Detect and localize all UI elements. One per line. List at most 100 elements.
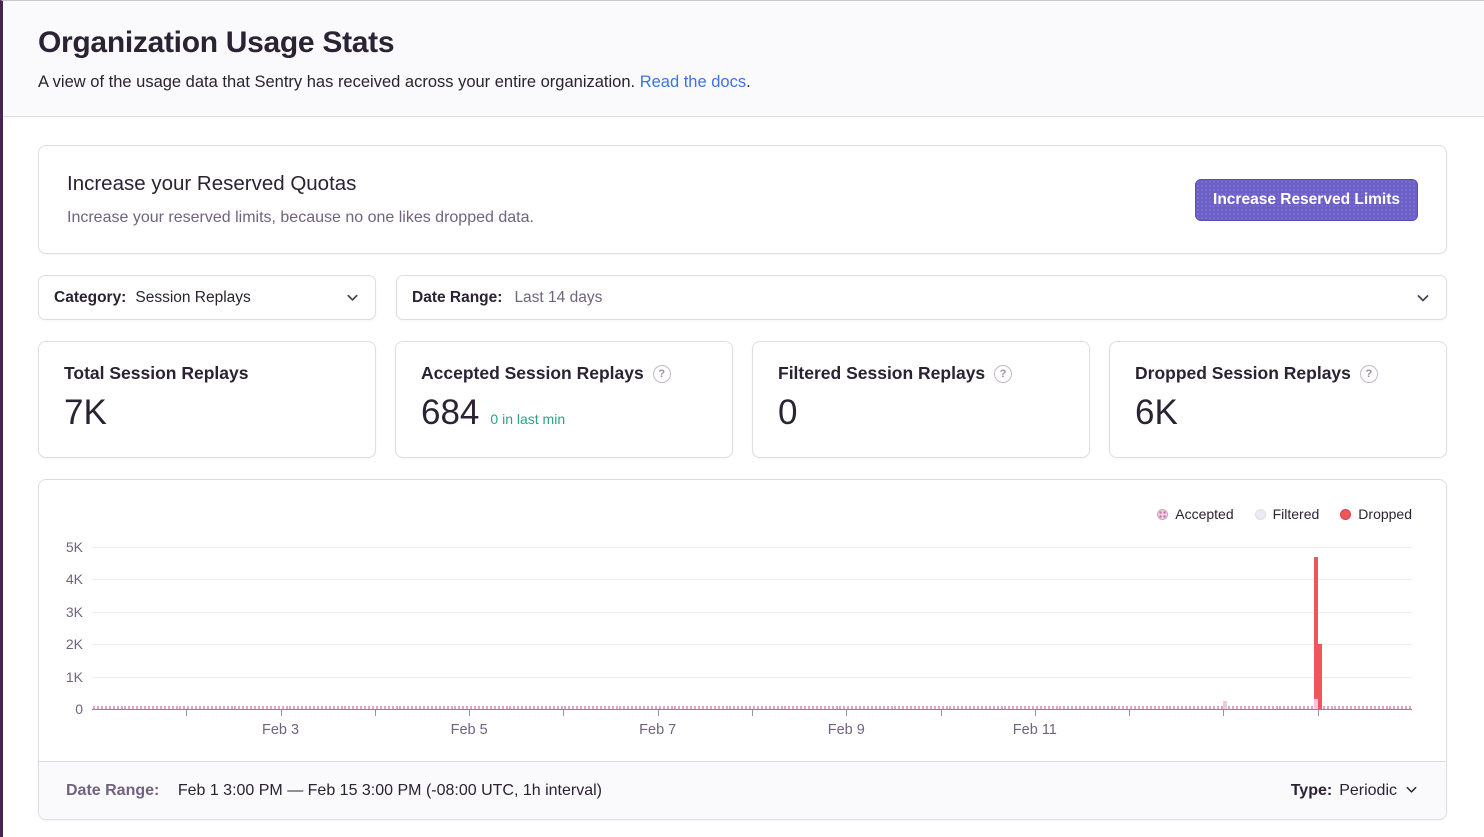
accepted-bar [387, 706, 390, 709]
accepted-bar [93, 706, 95, 709]
type-select-label: Type: [1290, 781, 1333, 799]
accepted-bar [745, 706, 748, 709]
accepted-bar [505, 706, 508, 709]
dropped-bar[interactable] [1317, 644, 1322, 709]
accepted-bar [238, 706, 241, 709]
date-range-select[interactable]: Date Range: Last 14 days [396, 275, 1447, 320]
usage-chart[interactable]: Accepted Filtered Dropped 0 1K 2K 3K 4K 5K Feb… [39, 480, 1446, 761]
legend-item-filtered[interactable]: Filtered [1254, 506, 1320, 522]
x-axis-tick [1317, 710, 1319, 716]
accepted-bar [163, 706, 166, 709]
accepted-bar [159, 706, 162, 709]
accepted-bar [965, 706, 968, 709]
accepted-bar [1149, 706, 1152, 709]
accepted-bar [1141, 706, 1144, 709]
accepted-bar [1303, 706, 1305, 709]
legend-item-accepted[interactable]: Accepted [1157, 506, 1234, 522]
x-axis-tick [1129, 710, 1131, 716]
accepted-bar [670, 706, 673, 709]
accepted-bar [328, 706, 331, 709]
accepted-bar [984, 706, 987, 709]
accepted-bar [1016, 706, 1019, 709]
accepted-bar [1385, 706, 1388, 709]
accepted-bar [226, 706, 229, 709]
subtitle-text: A view of the usage data that Sentry has… [38, 73, 640, 91]
accepted-bar [1047, 706, 1050, 709]
chevron-down-icon [1415, 290, 1431, 306]
category-select[interactable]: Category: Session Replays [38, 275, 376, 320]
chevron-down-icon [1404, 779, 1419, 802]
accepted-bar [140, 706, 143, 709]
accepted-bar [230, 706, 233, 709]
accepted-bar [1059, 706, 1062, 709]
accepted-bar[interactable] [1223, 700, 1228, 709]
legend-label: Accepted [1175, 506, 1234, 522]
accepted-bar [265, 706, 268, 709]
accepted-bar [788, 706, 791, 709]
page-title: Organization Usage Stats [38, 26, 395, 59]
accepted-bar [548, 706, 551, 709]
x-axis-tick [1223, 710, 1225, 716]
accepted-bar [297, 706, 300, 709]
gridline [92, 611, 1412, 613]
help-icon[interactable]: ? [994, 364, 1013, 383]
accepted-bar [108, 706, 111, 709]
accepted-bar [454, 706, 457, 709]
accepted-bar [654, 706, 657, 709]
increase-reserved-limits-button[interactable]: Increase Reserved Limits [1195, 178, 1418, 221]
accepted-bar [544, 706, 547, 709]
accepted-bar [658, 706, 661, 709]
accepted-bar [1310, 706, 1313, 709]
accepted-bar [937, 706, 940, 709]
accepted-bar [462, 706, 465, 709]
accepted-bar [403, 706, 406, 709]
footer-date-range-label: Date Range: [66, 781, 160, 799]
accepted-bar [1000, 706, 1003, 709]
accepted-bar [623, 706, 626, 709]
read-the-docs-link[interactable]: Read the docs [639, 73, 747, 91]
accepted-bar [1173, 706, 1176, 709]
accepted-bar [438, 706, 441, 709]
help-icon[interactable]: ? [1359, 364, 1378, 383]
accepted-bar [863, 706, 865, 709]
accepted-bar [1165, 706, 1168, 709]
stat-card-value: 6K [1135, 393, 1178, 432]
accepted-bar [214, 706, 217, 709]
accepted-bar [485, 706, 488, 709]
accepted-bar [753, 706, 755, 709]
accepted-bar [969, 706, 972, 709]
accepted-bar [478, 706, 480, 709]
help-icon[interactable]: ? [652, 364, 671, 383]
accepted-bar [713, 706, 716, 709]
footer-date-range-value: Feb 1 3:00 PM — Feb 15 3:00 PM (-08:00 U… [177, 781, 602, 799]
accepted-bar [371, 706, 374, 709]
accepted-bar [1118, 706, 1121, 709]
accepted-bar [222, 706, 225, 709]
main-content: Increase your Reserved Quotas Increase y… [3, 117, 1484, 820]
stat-card-total: Total Session Replays 7K [38, 341, 376, 458]
accepted-bar [132, 706, 135, 709]
accepted-bar [1098, 706, 1101, 709]
accepted-bar [615, 706, 618, 709]
accepted-bar [144, 706, 147, 709]
dropped-bar[interactable] [1313, 556, 1318, 700]
accepted-bar [910, 706, 913, 709]
accepted-bar [1208, 706, 1211, 709]
accepted-bar [847, 706, 850, 709]
accepted-bar[interactable] [1313, 699, 1318, 709]
accepted-bar [199, 706, 202, 709]
accepted-bar [242, 706, 245, 709]
accepted-bar [293, 706, 296, 709]
accepted-bar [1350, 706, 1353, 709]
legend-item-dropped[interactable]: Dropped [1340, 506, 1412, 522]
accepted-bar [1181, 706, 1184, 709]
accepted-bar [611, 706, 614, 709]
legend-label: Filtered [1272, 506, 1320, 522]
chart-plot-area[interactable]: 0 1K 2K 3K 4K 5K Feb 3 Feb 5 Feb 7 Feb 9 Feb 11 [39, 480, 1446, 761]
accepted-bar [650, 706, 653, 709]
accepted-bar [246, 706, 249, 709]
accepted-bar [823, 706, 826, 709]
accepted-bar [580, 706, 583, 709]
type-select[interactable]: Type: Periodic [1291, 779, 1419, 802]
accepted-bar [1373, 706, 1376, 709]
